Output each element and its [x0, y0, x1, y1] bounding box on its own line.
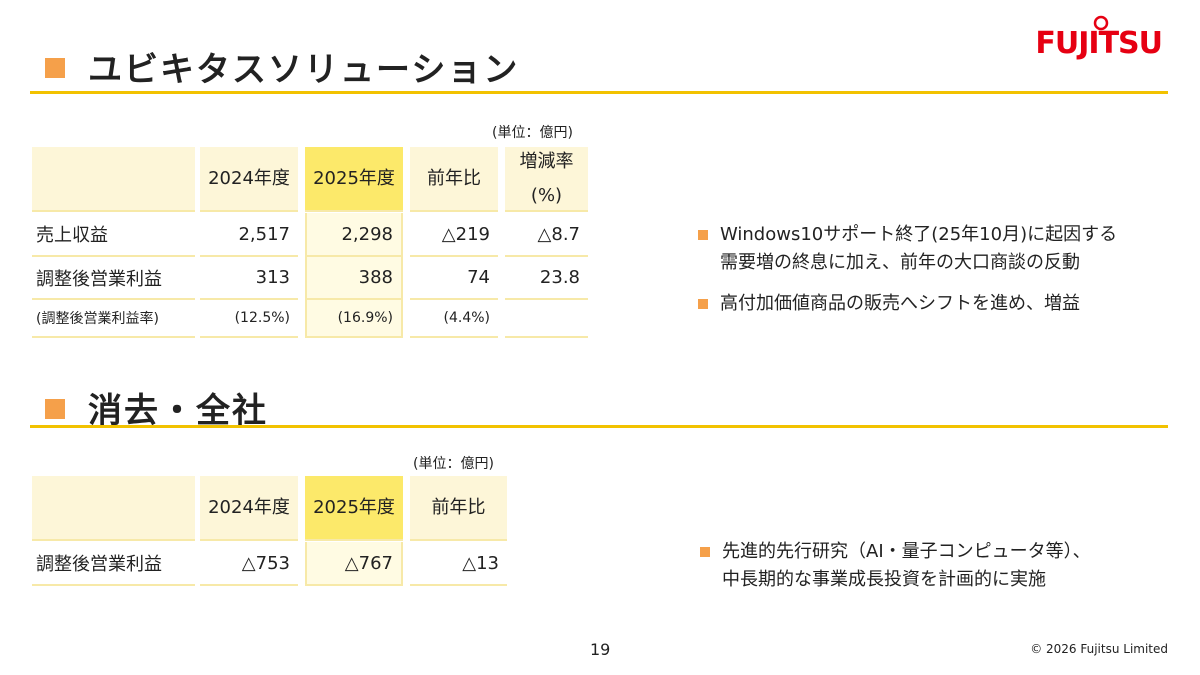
table-cell: △767 — [305, 542, 403, 586]
table-cell: △219 — [410, 213, 498, 257]
section-title: ユビキタスソリューション — [88, 50, 520, 90]
bullet: 先進的先行研究（AI・量子コンピュータ等）、 中長期的な事業成長投資を計画的に実… — [700, 538, 1091, 594]
table-cell: 74 — [410, 257, 498, 300]
page-number: 19 — [590, 640, 611, 659]
header-cell — [32, 476, 195, 541]
bullet: Windows10サポート終了(25年10月)に起因する 需要増の終息に加え、前… — [698, 221, 1117, 277]
title-marker — [45, 58, 65, 78]
table-cell: (12.5%) — [200, 300, 298, 338]
table-cell: 2,298 — [305, 213, 403, 257]
table-cell: 2,517 — [200, 213, 298, 257]
header-cell: 2025年度 — [305, 147, 403, 212]
table-cell: △13 — [410, 542, 507, 586]
header-cell: 2024年度 — [200, 147, 298, 212]
row-label: 調整後営業利益 — [32, 542, 195, 586]
table-cell — [505, 300, 588, 338]
row-label: (調整後営業利益率) — [32, 300, 195, 338]
title-marker — [45, 399, 65, 419]
unit-label: (単位：億円) — [413, 456, 494, 472]
section-title: 消去・全社 — [88, 391, 268, 431]
logo-mark — [1093, 15, 1109, 31]
header-cell: 前年比 — [410, 147, 498, 212]
title-rule — [30, 425, 1168, 428]
bullet: 高付加価値商品の販売へシフトを進め、増益 — [698, 290, 1080, 318]
table-cell: △753 — [200, 542, 298, 586]
header-cell: 2025年度 — [305, 476, 403, 541]
table-cell: 388 — [305, 257, 403, 300]
header-cell: 増減率 (%) — [505, 147, 588, 212]
table-cell: 23.8 — [505, 257, 588, 300]
unit-label: (単位：億円) — [492, 125, 573, 141]
table-cell: △8.7 — [505, 213, 588, 257]
table-cell: (16.9%) — [305, 300, 403, 338]
table-cell: 313 — [200, 257, 298, 300]
copyright: © 2026 Fujitsu Limited — [1030, 642, 1168, 656]
header-cell — [32, 147, 195, 212]
row-label: 調整後営業利益 — [32, 257, 195, 300]
header-cell: 2024年度 — [200, 476, 298, 541]
logo: FUJITSU — [1035, 26, 1163, 61]
row-label: 売上収益 — [32, 213, 195, 257]
header-cell: 前年比 — [410, 476, 507, 541]
table-cell: (4.4%) — [410, 300, 498, 338]
title-rule — [30, 91, 1168, 94]
